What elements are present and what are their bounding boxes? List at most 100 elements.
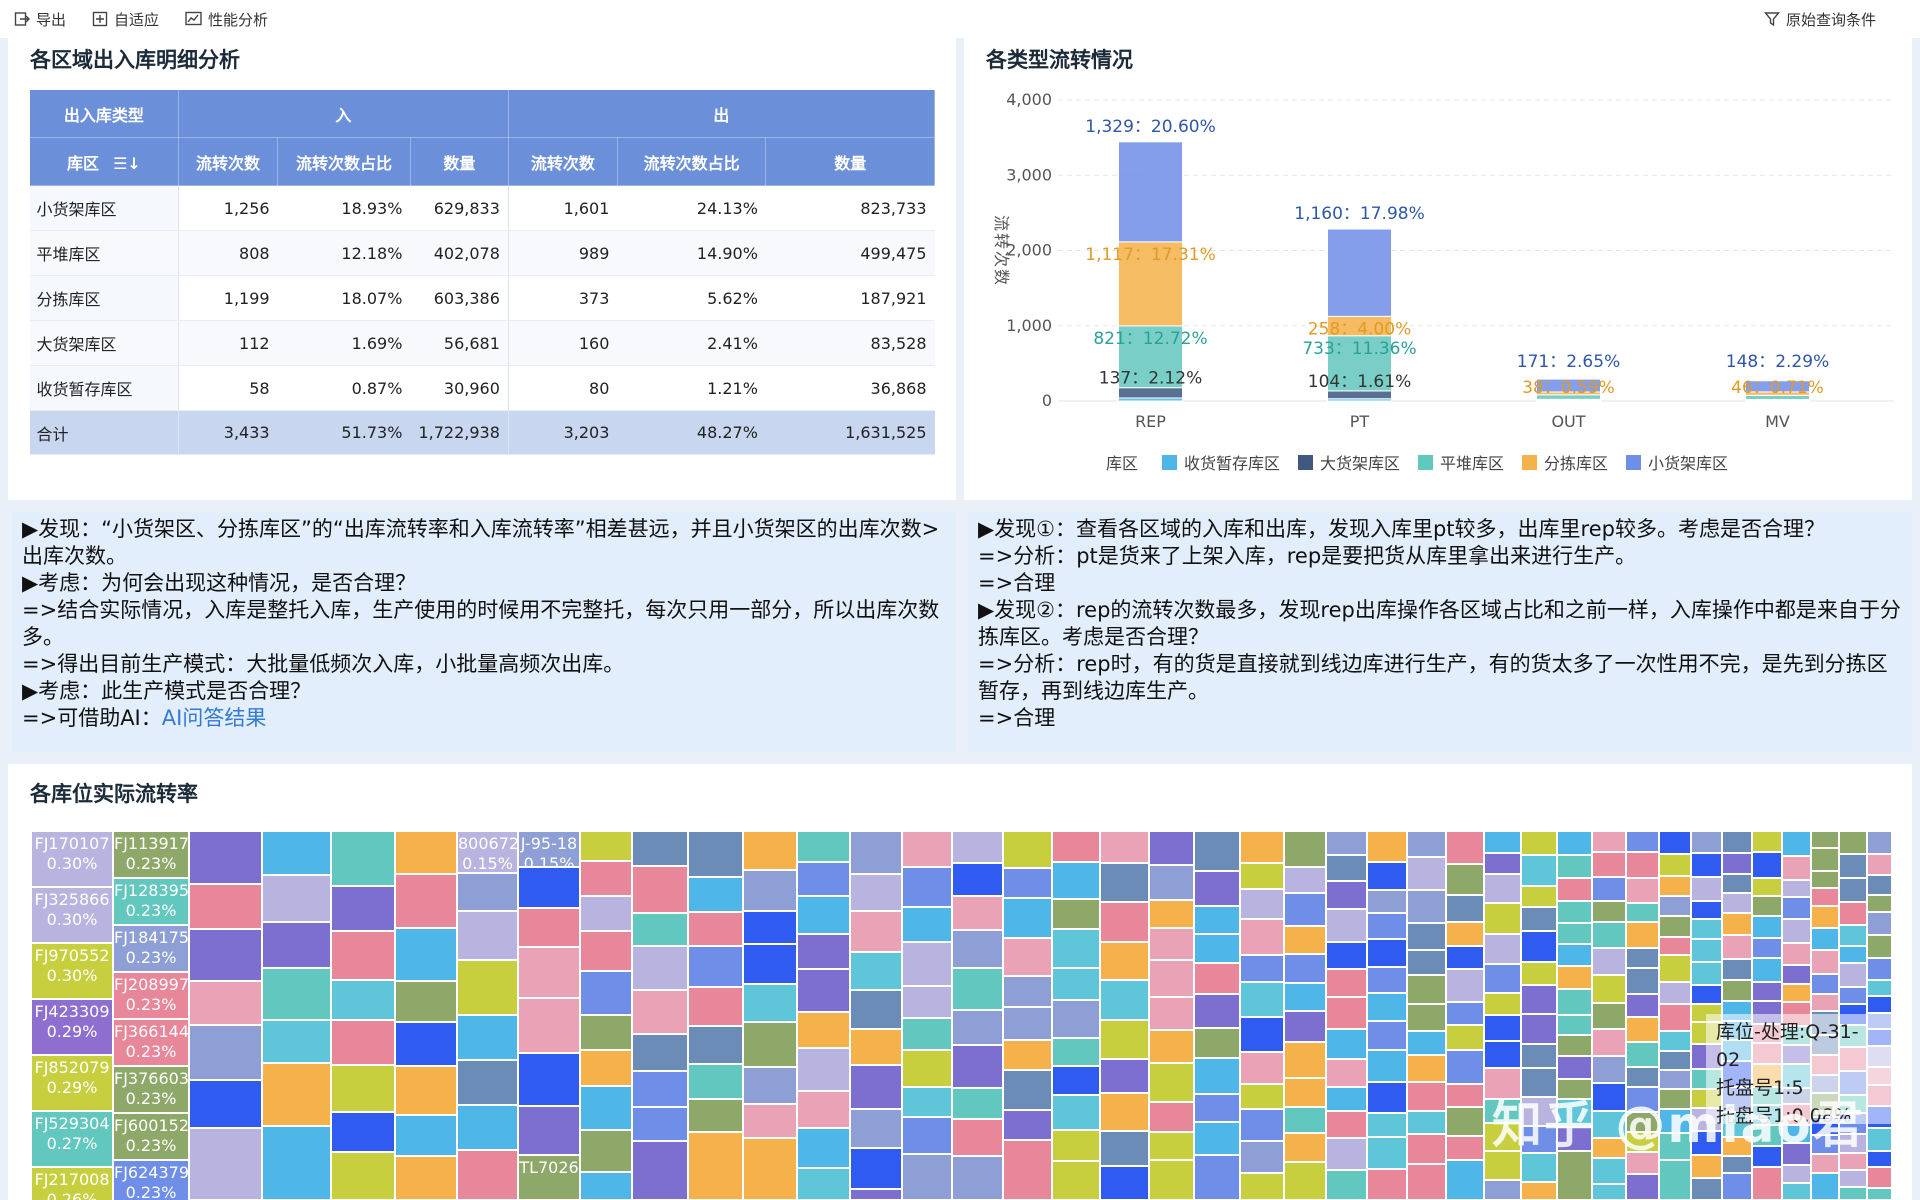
treemap-cell[interactable] — [1626, 1017, 1659, 1042]
treemap-cell[interactable] — [1592, 852, 1626, 877]
treemap-cell[interactable] — [1003, 1007, 1052, 1040]
treemap-cell[interactable] — [1659, 955, 1691, 982]
treemap-cell[interactable] — [1659, 916, 1691, 937]
treemap-cell[interactable] — [189, 929, 262, 981]
treemap-cell[interactable] — [189, 884, 262, 929]
treemap-cell[interactable] — [952, 896, 1003, 930]
treemap-cell[interactable] — [1052, 1130, 1100, 1161]
treemap-cell[interactable] — [1592, 901, 1626, 922]
treemap-cell[interactable] — [1659, 1004, 1691, 1031]
treemap-cell[interactable] — [1691, 939, 1722, 962]
treemap-cell[interactable] — [1052, 929, 1100, 968]
treemap-cell-labeled[interactable]: TL7026 — [518, 1155, 580, 1200]
treemap-cell[interactable] — [331, 980, 395, 1020]
treemap-cell[interactable] — [1722, 831, 1752, 853]
treemap-cell[interactable] — [1659, 896, 1691, 916]
treemap-cell[interactable] — [1407, 1164, 1446, 1200]
treemap-cell[interactable] — [952, 1156, 1003, 1200]
treemap-cell[interactable] — [1752, 1125, 1782, 1146]
treemap-cell[interactable] — [1194, 871, 1240, 906]
treemap-cell[interactable] — [331, 831, 395, 886]
treemap-cell[interactable] — [1407, 975, 1446, 1004]
treemap-cell[interactable] — [1592, 1083, 1626, 1111]
treemap-cell[interactable] — [1521, 831, 1557, 855]
treemap-cell[interactable] — [1446, 1107, 1484, 1136]
treemap-cell[interactable] — [1367, 939, 1407, 967]
treemap-cell[interactable] — [1839, 878, 1867, 902]
treemap-cell[interactable] — [1407, 1111, 1446, 1134]
treemap-cell[interactable] — [1446, 946, 1484, 969]
treemap-cell[interactable] — [580, 896, 632, 931]
treemap-cell[interactable] — [952, 968, 1003, 1010]
treemap-cell[interactable] — [902, 1018, 952, 1050]
treemap-cell[interactable] — [688, 1064, 743, 1099]
treemap-cell[interactable] — [1367, 1113, 1407, 1137]
treemap-cell[interactable] — [189, 1080, 262, 1128]
treemap-cell[interactable] — [1811, 928, 1839, 950]
treemap-cell[interactable] — [1722, 913, 1752, 935]
treemap-cell[interactable] — [1626, 1132, 1659, 1152]
treemap-cell[interactable] — [1752, 982, 1782, 1001]
treemap-cell[interactable] — [632, 913, 688, 946]
treemap-cell[interactable] — [1867, 1151, 1891, 1167]
treemap-cell[interactable] — [1867, 996, 1891, 1013]
treemap-cell[interactable] — [1326, 855, 1367, 881]
treemap-cell[interactable] — [1867, 875, 1891, 895]
treemap-cell[interactable] — [1367, 913, 1407, 939]
treemap-cell[interactable] — [1839, 854, 1867, 878]
treemap-cell[interactable] — [262, 1063, 331, 1126]
treemap-cell[interactable] — [1446, 1050, 1484, 1084]
treemap-cell[interactable] — [1326, 1170, 1367, 1200]
treemap-cell[interactable] — [1752, 958, 1782, 982]
treemap-cell[interactable] — [1484, 964, 1521, 993]
treemap-cell-labeled[interactable]: FJ366144 0.23% — [113, 1019, 189, 1066]
treemap-cell[interactable] — [1722, 1137, 1752, 1156]
treemap-cell[interactable] — [1592, 1184, 1626, 1200]
treemap-cell[interactable] — [850, 874, 902, 911]
treemap-cell[interactable] — [1626, 1087, 1659, 1112]
treemap-cell[interactable] — [902, 1117, 952, 1154]
treemap-cell[interactable] — [1367, 831, 1407, 862]
treemap-cell[interactable] — [262, 831, 331, 875]
treemap-cell[interactable] — [1194, 1122, 1240, 1155]
treemap-cell[interactable] — [850, 911, 902, 952]
treemap-cell[interactable] — [580, 1015, 632, 1050]
treemap-cell[interactable] — [743, 911, 797, 944]
treemap-cell[interactable] — [850, 1109, 902, 1148]
treemap-cell[interactable] — [850, 1189, 902, 1200]
treemap-cell[interactable] — [1811, 831, 1839, 848]
treemap-cell[interactable] — [1722, 853, 1752, 874]
treemap-cell[interactable] — [1691, 877, 1722, 901]
treemap-cell[interactable] — [1367, 1082, 1407, 1113]
treemap-cell-labeled[interactable]: 800672 0.15% — [457, 831, 518, 873]
treemap-cell[interactable] — [1659, 1031, 1691, 1051]
treemap-cell[interactable] — [262, 1126, 331, 1200]
treemap-cell[interactable] — [1722, 935, 1752, 959]
treemap-cell[interactable] — [952, 863, 1003, 896]
treemap-cell[interactable] — [518, 1106, 580, 1155]
treemap-cell[interactable] — [1659, 1089, 1691, 1109]
treemap-cell[interactable] — [1867, 935, 1891, 958]
treemap-cell[interactable] — [1752, 831, 1782, 852]
treemap-cell-labeled[interactable]: FJ970552 0.30% — [31, 943, 113, 999]
treemap-cell[interactable] — [1592, 831, 1626, 852]
treemap-cell[interactable] — [850, 952, 902, 990]
treemap-cell[interactable] — [1484, 1041, 1521, 1068]
treemap-cell[interactable] — [1557, 878, 1592, 901]
treemap-cell[interactable] — [797, 862, 850, 896]
treemap-cell[interactable] — [1691, 962, 1722, 985]
treemap-cell[interactable] — [1521, 1044, 1557, 1068]
treemap-cell[interactable] — [1626, 831, 1659, 852]
treemap-cell[interactable] — [797, 1128, 850, 1168]
treemap-cell[interactable] — [1752, 916, 1782, 938]
treemap-cell[interactable] — [1149, 865, 1194, 900]
treemap-cell[interactable] — [1446, 895, 1484, 922]
treemap-cell[interactable] — [1052, 899, 1100, 929]
treemap-cell[interactable] — [1446, 1002, 1484, 1025]
treemap-cell[interactable] — [902, 1154, 952, 1200]
treemap-cell[interactable] — [457, 960, 518, 1015]
treemap-cell-labeled[interactable]: FJ128395 0.23% — [113, 878, 189, 925]
treemap-cell[interactable] — [1782, 831, 1811, 856]
treemap-cell[interactable] — [850, 831, 902, 874]
treemap-cell[interactable] — [1752, 1167, 1782, 1200]
